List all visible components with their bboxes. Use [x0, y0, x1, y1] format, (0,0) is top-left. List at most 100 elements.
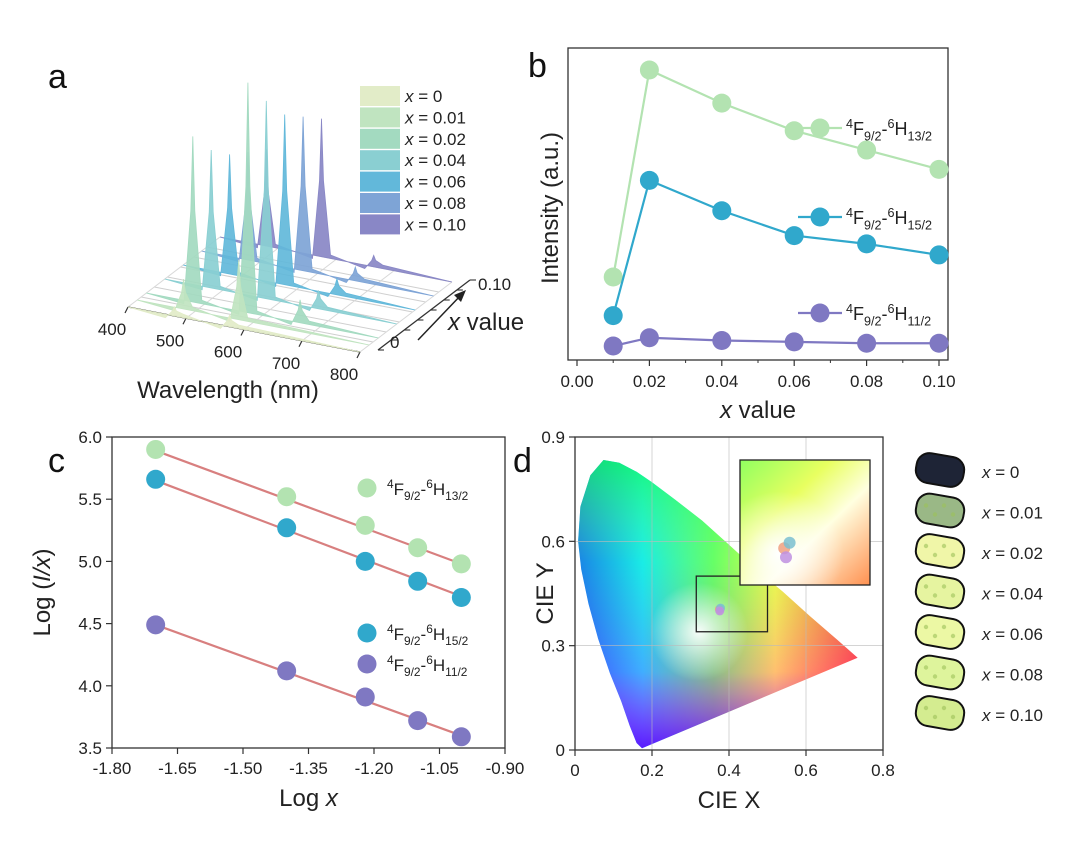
sample-texture — [932, 714, 938, 720]
data-point — [277, 518, 297, 538]
data-point — [857, 234, 877, 254]
data-point — [146, 469, 166, 489]
sample-photo — [914, 695, 966, 731]
legend-label: x = 0.04 — [404, 151, 466, 170]
sample-texture — [923, 584, 929, 589]
y-tick-label: 0 — [556, 741, 565, 760]
y-axis-title: Log (I/x) — [29, 548, 56, 636]
sample-texture — [923, 705, 929, 711]
data-point — [277, 661, 297, 681]
x-tick-label: 0.02 — [633, 372, 666, 391]
data-point — [712, 201, 732, 221]
sample-texture — [950, 512, 956, 517]
x-tick-label: 0.06 — [778, 372, 811, 391]
data-point — [603, 336, 623, 356]
sample-texture — [950, 674, 956, 679]
sample-label: x = 0.08 — [981, 666, 1043, 685]
sample-texture — [923, 503, 929, 508]
wavelength-tick — [356, 351, 361, 359]
y-tick-label: 5.0 — [78, 552, 102, 571]
data-point — [784, 121, 804, 141]
data-point — [408, 571, 428, 591]
y-tick-label: 5.5 — [78, 490, 102, 509]
data-point — [451, 727, 471, 747]
x-tick-label: 0.08 — [850, 372, 883, 391]
x-tick-label: 0.04 — [705, 372, 738, 391]
cie-white-point — [635, 554, 776, 695]
y-tick-label: 4.0 — [78, 677, 102, 696]
x-axis-title: x value — [719, 397, 796, 424]
floor-gridline — [243, 259, 337, 330]
y-tick-label: 4.5 — [78, 615, 102, 634]
data-point — [355, 551, 375, 571]
inset-frame — [739, 459, 871, 586]
legend-label: x = 0.10 — [404, 215, 466, 234]
data-point — [929, 333, 949, 353]
data-point — [408, 538, 428, 558]
wavelength-axis-title: Wavelength (nm) — [137, 377, 319, 404]
spectrum-x---0-04 — [164, 100, 397, 325]
series-line-0 — [612, 68, 940, 278]
wavelength-tick-label: 700 — [272, 354, 300, 373]
panel-c-log-scatter-chart: -1.80 -1.65 -1.50 -1.35 -1.20 -1.05 -0.90 3.5 4.… — [29, 428, 524, 812]
x-tick-label: -1.80 — [93, 759, 132, 778]
legend-marker — [810, 118, 830, 138]
series-line-2 — [612, 336, 939, 348]
series-line-1 — [612, 178, 940, 316]
x-tick-label: -0.90 — [486, 759, 525, 778]
cie-point — [715, 606, 725, 616]
x-tick-label: -1.20 — [355, 759, 394, 778]
sample-texture — [941, 543, 947, 549]
sample-label: x = 0.10 — [981, 706, 1043, 725]
y-axis-title: CIE Y — [532, 562, 559, 624]
panel-a-waterfall-chart: 400 500 600 700 800 0 0.10 x value Wavelength (n… — [98, 82, 524, 404]
data-point — [277, 487, 297, 507]
sample-texture — [923, 543, 929, 549]
data-point — [603, 306, 623, 326]
sample-photo — [914, 614, 966, 650]
sample-texture — [923, 624, 929, 630]
zoom-box — [695, 575, 769, 633]
depth-arrow-line — [417, 293, 463, 341]
data-point — [355, 515, 375, 535]
depth-tick-label: 0.10 — [478, 275, 511, 294]
sample-texture — [932, 593, 938, 598]
sample-texture — [941, 584, 947, 589]
sample-texture — [932, 674, 938, 679]
legend-swatch — [360, 171, 400, 192]
sample-texture — [932, 633, 938, 639]
legend-label: x = 0.01 — [404, 108, 466, 127]
sample-texture — [950, 714, 956, 720]
legend-swatch — [360, 193, 400, 213]
depth-axis-title: x value — [447, 309, 524, 336]
sample-texture — [923, 665, 929, 670]
data-point — [857, 333, 877, 353]
sample-label: x = 0.01 — [981, 504, 1043, 523]
spectrum-x---0 — [127, 305, 361, 353]
plot-frame — [111, 436, 506, 749]
data-point — [408, 711, 428, 731]
floor-gridline — [359, 281, 453, 353]
legend-marker — [357, 654, 377, 674]
data-point — [603, 267, 623, 287]
data-point — [639, 328, 659, 348]
wavelength-tick — [298, 340, 303, 348]
data-point — [639, 170, 659, 190]
sample-label: x = 0.04 — [981, 585, 1043, 604]
x-tick-label: 0.2 — [640, 761, 664, 780]
panel-d-cie-chart: 0 0.2 0.4 0.6 0.8 0 0.3 0.6 0.9 CIE X CIE Y x = 0 x … — [532, 428, 1043, 814]
sample-texture — [932, 512, 938, 517]
y-tick-label: 0.6 — [541, 532, 565, 551]
legend-swatch — [360, 107, 400, 128]
legend-marker — [357, 478, 377, 498]
wavelength-tick — [240, 329, 245, 336]
legend-marker — [810, 207, 830, 227]
spectrum-x---0-06 — [183, 114, 416, 311]
x-tick-label: -1.05 — [420, 759, 459, 778]
sample-texture — [941, 624, 947, 630]
x-tick-label: 0.10 — [922, 372, 955, 391]
wavelength-tick-label: 400 — [98, 320, 126, 339]
x-axis-title: Log x — [279, 785, 339, 812]
sample-texture — [941, 503, 947, 508]
